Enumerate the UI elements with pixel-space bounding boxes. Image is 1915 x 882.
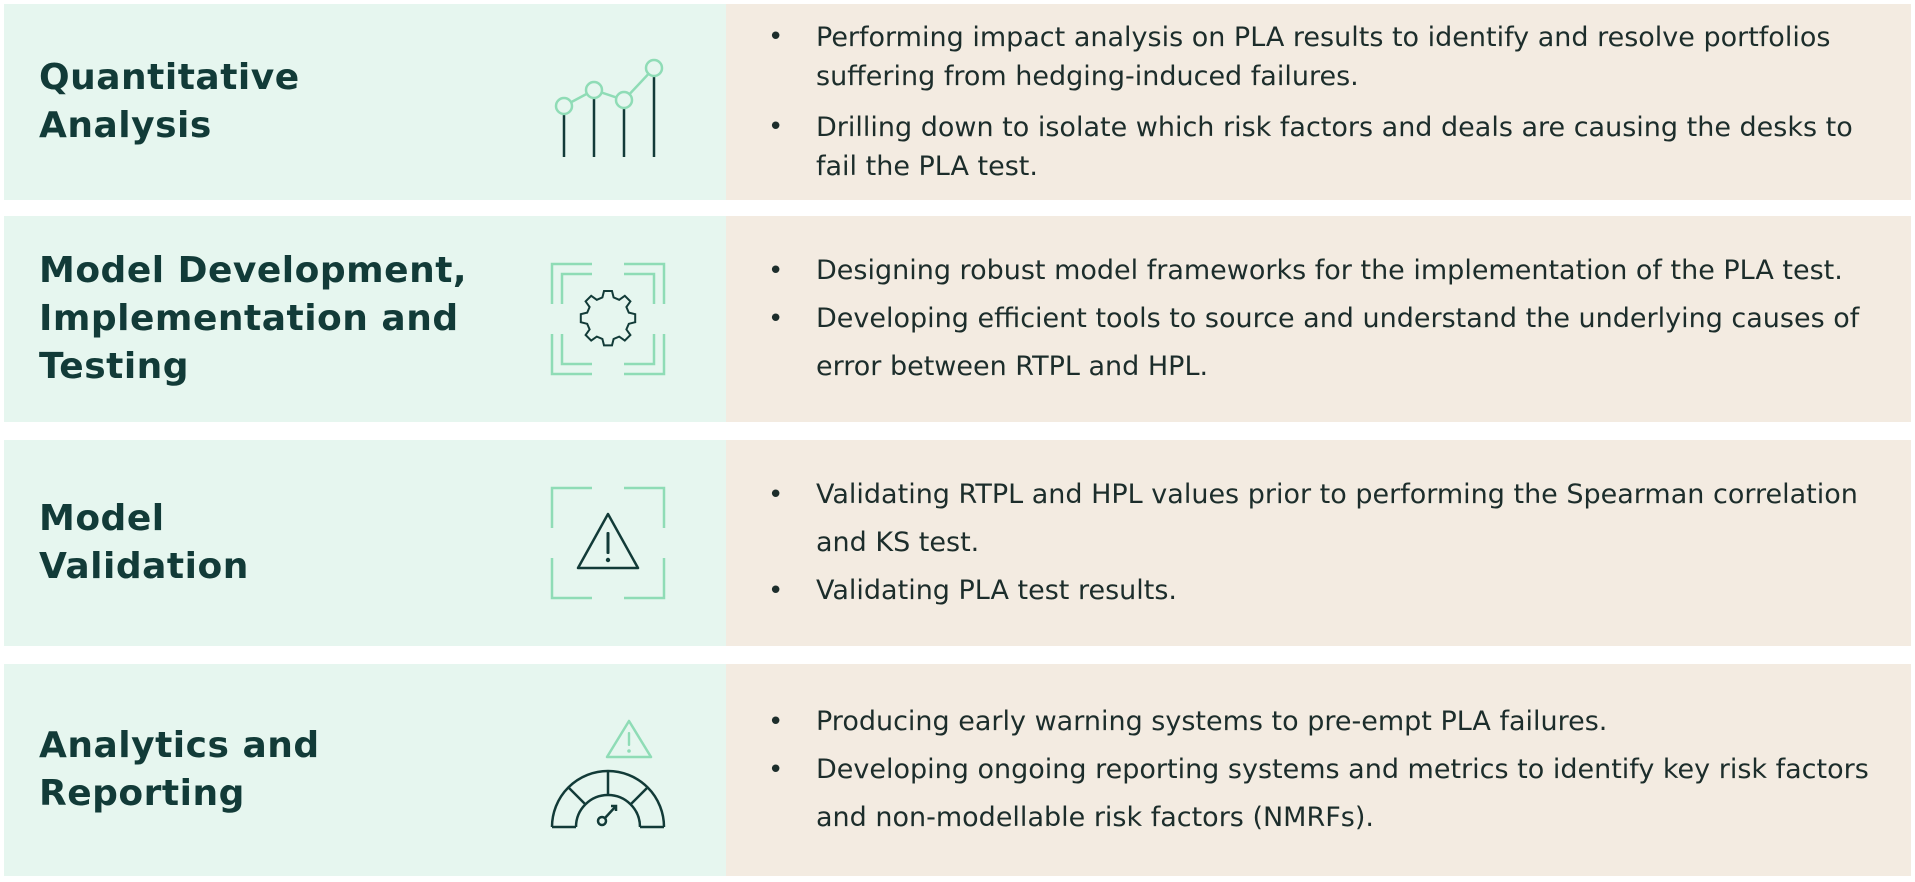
bullet-text: Drilling down to isolate which risk fact…	[816, 112, 1853, 182]
bullet-list: • Validating RTPL and HPL values prior to…	[726, 471, 1871, 615]
bullet-text: Validating RTPL and HPL values prior to …	[816, 479, 1858, 558]
row-title-line: Testing	[39, 346, 190, 387]
list-item: • Performing impact analysis on PLA resul…	[726, 18, 1871, 96]
row-label-panel: Model Validation	[4, 440, 726, 646]
service-row-model-development: Model Development, Implementation and Te…	[4, 216, 1911, 422]
bullet-text: Developing efficient tools to source and…	[816, 303, 1860, 382]
row-title-line: Model Development,	[39, 250, 468, 291]
bullet-dot: •	[768, 576, 784, 606]
service-row-quantitative-analysis: Quantitative Analysis • Performing impact…	[4, 4, 1911, 200]
list-item: • Developing efficient tools to source an…	[726, 295, 1871, 391]
row-title-line: Analytics and	[39, 725, 320, 766]
row-title-line: Model	[39, 498, 165, 539]
row-details-panel: • Designing robust model frameworks for t…	[726, 216, 1911, 422]
row-label-panel: Quantitative Analysis	[4, 4, 726, 200]
list-item: • Designing robust model frameworks for t…	[726, 247, 1871, 295]
row-title-line: Reporting	[39, 773, 245, 814]
row-title: Quantitative Analysis	[39, 54, 300, 150]
list-item: • Validating PLA test results.	[726, 567, 1871, 615]
bullet-list: • Performing impact analysis on PLA resul…	[726, 18, 1871, 186]
gear-frame-icon	[550, 262, 666, 376]
bullet-text: Developing ongoing reporting systems and…	[816, 754, 1869, 833]
row-details-panel: • Validating RTPL and HPL values prior to…	[726, 440, 1911, 646]
row-title: Model Development, Implementation and Te…	[39, 247, 467, 391]
list-item: • Validating RTPL and HPL values prior to…	[726, 471, 1871, 567]
service-row-analytics-reporting: Analytics and Reporting	[4, 664, 1911, 876]
bullet-text: Producing early warning systems to pre-e…	[816, 706, 1608, 737]
bullet-dot: •	[768, 707, 784, 737]
gauge-warning-icon	[550, 719, 666, 829]
row-details-panel: • Performing impact analysis on PLA resul…	[726, 4, 1911, 200]
row-label-panel: Model Development, Implementation and Te…	[4, 216, 726, 422]
bullet-text: Validating PLA test results.	[816, 575, 1177, 606]
list-item: • Developing ongoing reporting systems an…	[726, 746, 1871, 842]
bullet-dot: •	[768, 256, 784, 286]
bullet-dot: •	[768, 112, 784, 142]
row-title-line: Quantitative	[39, 57, 300, 98]
row-title: Analytics and Reporting	[39, 722, 320, 818]
bullet-text: Performing impact analysis on PLA result…	[816, 22, 1831, 92]
row-details-panel: • Producing early warning systems to pre-…	[726, 664, 1911, 876]
row-title-line: Implementation and	[39, 298, 459, 339]
list-item: • Drilling down to isolate which risk fac…	[726, 108, 1871, 186]
bullet-dot: •	[768, 480, 784, 510]
bullet-text: Designing robust model frameworks for th…	[816, 255, 1843, 286]
bullet-dot: •	[768, 304, 784, 334]
row-title-line: Analysis	[39, 105, 212, 146]
bullet-dot: •	[768, 755, 784, 785]
bar-line-chart-icon	[554, 58, 664, 157]
list-item: • Producing early warning systems to pre-…	[726, 698, 1871, 746]
warning-frame-icon	[550, 486, 666, 600]
bullet-list: • Producing early warning systems to pre-…	[726, 698, 1871, 842]
service-row-model-validation: Model Validation • Validating RTPL and HP…	[4, 440, 1911, 646]
row-label-panel: Analytics and Reporting	[4, 664, 726, 876]
bullet-list: • Designing robust model frameworks for t…	[726, 247, 1871, 391]
row-title-line: Validation	[39, 546, 249, 587]
bullet-dot: •	[768, 22, 784, 52]
row-title: Model Validation	[39, 495, 249, 591]
